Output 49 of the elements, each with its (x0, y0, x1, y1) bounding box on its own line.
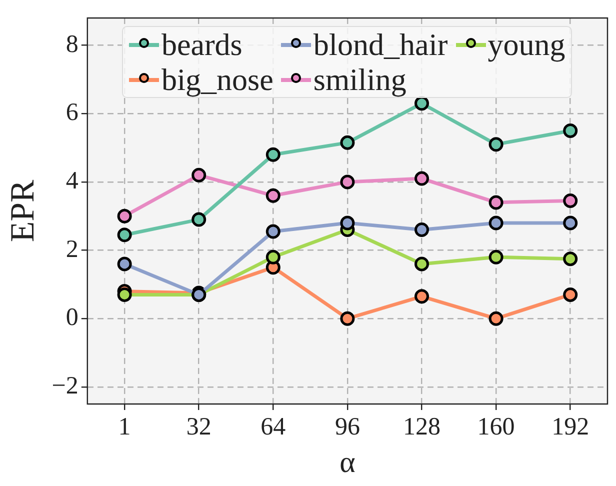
point (266, 224, 280, 239)
y-tick-label: −2 (52, 372, 78, 400)
point (117, 287, 132, 302)
y-tick-label: 8 (66, 30, 78, 58)
legend-label: beards (161, 27, 242, 62)
point (488, 137, 504, 152)
point (414, 256, 429, 272)
point (414, 222, 429, 238)
y-tick-label: 2 (66, 236, 78, 263)
point (563, 216, 578, 230)
point (192, 212, 206, 227)
point (266, 250, 280, 264)
x-tick-label: 1 (118, 414, 131, 441)
point (488, 311, 504, 326)
y-tick-label: 0 (66, 304, 78, 332)
point (414, 289, 429, 304)
point (192, 168, 206, 182)
y-tick-label: 4 (66, 168, 79, 195)
x-axis-title: α (340, 446, 356, 479)
point (563, 287, 578, 302)
point (340, 135, 355, 150)
point (563, 194, 578, 208)
point (117, 256, 132, 272)
point (488, 195, 504, 210)
x-tick-label: 128 (403, 414, 440, 441)
point (414, 96, 429, 111)
point (117, 208, 132, 224)
legend-label: blond_hair (313, 27, 448, 62)
point (488, 216, 504, 230)
point (563, 123, 578, 138)
point (414, 171, 429, 186)
legend-label: smiling (313, 62, 406, 97)
point (340, 311, 355, 326)
point (340, 216, 355, 230)
point (117, 228, 132, 242)
legend-label: young (488, 27, 566, 62)
x-tick-label: 160 (477, 414, 515, 441)
x-tick-label: 64 (260, 414, 286, 441)
x-tick-label: 192 (552, 414, 590, 441)
x-tick-label: 96 (334, 414, 360, 441)
point (563, 252, 578, 266)
point (266, 147, 280, 162)
y-tick-label: 6 (66, 99, 78, 126)
point (340, 174, 355, 190)
x-tick-label: 32 (186, 414, 212, 441)
legend-label: big_nose (161, 62, 274, 97)
y-axis-title: EPR (4, 180, 42, 242)
point (488, 250, 504, 264)
point (266, 188, 280, 203)
